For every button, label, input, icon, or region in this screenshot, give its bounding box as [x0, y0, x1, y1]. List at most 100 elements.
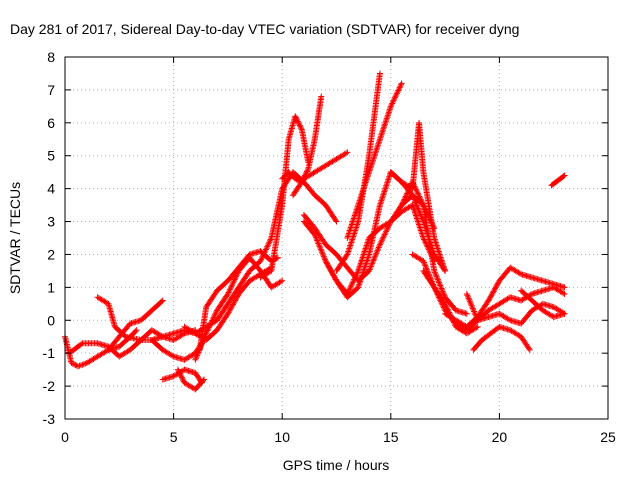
data-track [518, 287, 568, 320]
data-point [392, 93, 399, 100]
data-point [294, 118, 301, 125]
data-point [350, 277, 357, 284]
data-point [179, 375, 186, 382]
data-point [228, 304, 235, 311]
data-point [366, 266, 373, 273]
data-point [375, 245, 382, 252]
data-point [226, 308, 233, 315]
data-point [389, 100, 396, 107]
data-point [394, 88, 401, 95]
data-point [231, 298, 238, 305]
data-point [207, 320, 214, 327]
data-point [436, 279, 443, 286]
data-point [177, 371, 184, 378]
data-point [414, 190, 421, 197]
x-tick-label: 15 [383, 429, 399, 445]
data-point [326, 264, 333, 271]
data-point [436, 295, 443, 302]
data-point [420, 258, 427, 265]
data-point [158, 298, 165, 305]
data-point [466, 296, 473, 303]
data-point [326, 265, 333, 272]
data-point [266, 239, 273, 246]
data-point [434, 275, 441, 282]
data-track [94, 294, 221, 344]
data-point [416, 208, 423, 215]
data-point [440, 304, 447, 311]
data-point [419, 215, 426, 222]
data-point [319, 250, 326, 257]
data-point [264, 242, 271, 249]
data-point [395, 87, 402, 94]
data-point [351, 276, 358, 283]
data-point [439, 288, 446, 295]
data-point [380, 234, 387, 241]
data-point [401, 196, 408, 203]
data-point [400, 197, 407, 204]
data-point [414, 189, 421, 196]
data-point [485, 297, 492, 304]
x-axis-title: GPS time / hours [283, 457, 390, 473]
axis-ticks: 0 5 10 15 20 25 -3 -2 -1 0 1 2 3 4 5 6 7 8 [43, 49, 616, 445]
data-track [548, 172, 568, 189]
data-point [489, 289, 496, 296]
data-point [319, 249, 326, 256]
data-point [404, 189, 411, 196]
data-point [267, 236, 274, 243]
data-point [468, 301, 475, 308]
data-point [332, 275, 339, 282]
data-track [442, 264, 568, 330]
data-point [264, 243, 271, 250]
data-point [195, 347, 202, 354]
data-point [227, 305, 234, 312]
data-point [432, 270, 439, 277]
data-point [486, 294, 493, 301]
data-track [174, 366, 208, 393]
data-point [413, 200, 420, 207]
data-point [224, 290, 231, 297]
data-point [413, 202, 420, 209]
data-point [312, 233, 319, 240]
y-tick-label: 3 [47, 214, 55, 230]
data-point [329, 271, 336, 278]
y-axis-title: SDTVAR / TECUs [7, 182, 23, 294]
data-point [292, 113, 299, 120]
data-point [465, 293, 472, 300]
data-point [431, 269, 438, 276]
data-point [372, 251, 379, 258]
data-point [391, 94, 398, 101]
y-tick-label: 4 [47, 181, 55, 197]
data-point [180, 377, 187, 384]
data-point [381, 232, 388, 239]
data-point [406, 184, 413, 191]
data-point [354, 269, 361, 276]
data-point [226, 286, 233, 293]
data-point [375, 244, 382, 251]
chart-title: Day 281 of 2017, Sidereal Day-to-day VTE… [10, 21, 519, 37]
data-point [75, 363, 82, 370]
data-point [230, 300, 237, 307]
data-point [474, 323, 481, 330]
data-point [464, 292, 471, 299]
data-point [439, 286, 446, 293]
data-point [205, 326, 212, 333]
y-tick-label: -2 [43, 378, 56, 394]
data-point [262, 247, 269, 254]
data-point [352, 273, 359, 280]
data-point [465, 295, 472, 302]
data-point [303, 168, 310, 175]
data-point [327, 267, 334, 274]
data-point [463, 310, 470, 317]
data-point [412, 199, 419, 206]
data-point [320, 252, 327, 259]
data-point [490, 288, 497, 295]
x-tick-label: 5 [170, 429, 178, 445]
data-point [560, 290, 567, 297]
data-point [277, 278, 284, 285]
data-point [369, 259, 376, 266]
data-point [330, 272, 337, 279]
data-point [488, 292, 495, 299]
data-point [435, 293, 442, 300]
data-point [212, 310, 219, 317]
